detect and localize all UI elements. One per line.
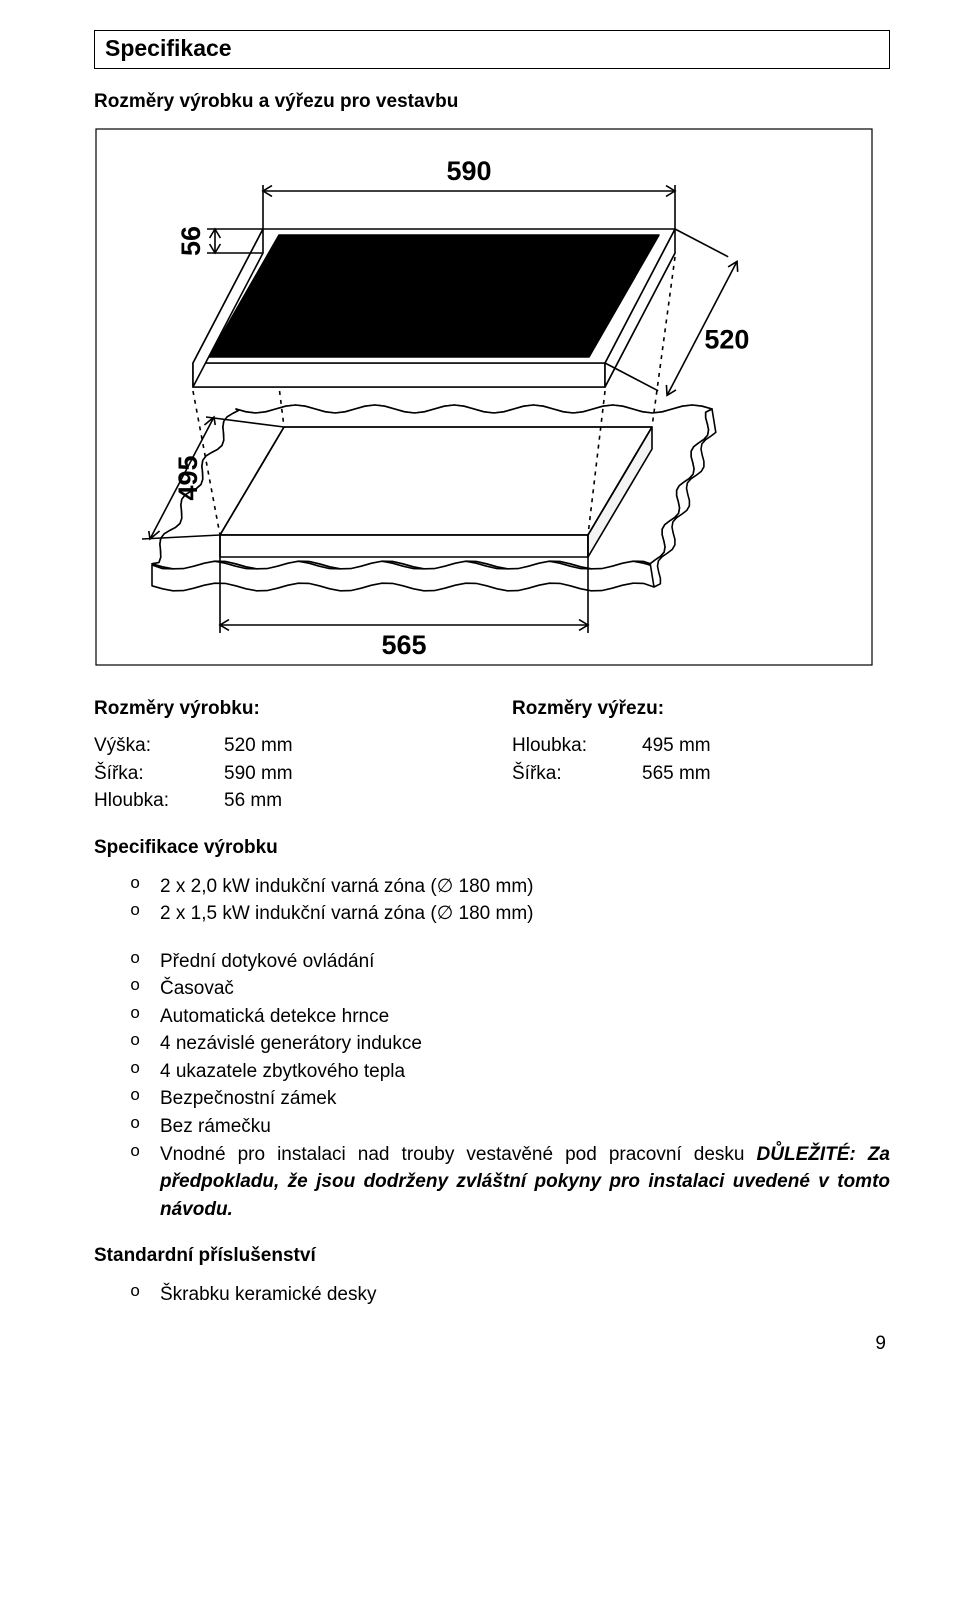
dim-row: Hloubka:56 mm — [94, 787, 472, 815]
dimensions-columns: Rozměry výrobku: Výška:520 mmŠířka:590 m… — [94, 698, 890, 815]
dim-row: Hloubka:495 mm — [512, 732, 890, 760]
dim-label: Výška: — [94, 732, 224, 760]
cutout-dims-header: Rozměry výřezu: — [512, 698, 890, 720]
spec-item: Přední dotykové ovládání — [130, 948, 890, 976]
spec-item: 4 nezávislé generátory indukce — [130, 1030, 890, 1058]
dim-value: 590 mm — [224, 760, 293, 788]
dim-value: 495 mm — [642, 732, 711, 760]
spec-heading: Specifikace výrobku — [94, 837, 890, 859]
dim-value: 56 mm — [224, 787, 282, 815]
page-number: 9 — [94, 1333, 890, 1355]
spec-item: 4 ukazatele zbytkového tepla — [130, 1058, 890, 1086]
accessories-heading: Standardní příslušenství — [94, 1245, 890, 1267]
svg-text:520: 520 — [704, 325, 749, 355]
dim-row: Výška:520 mm — [94, 732, 472, 760]
main-heading-box: Specifikace — [94, 30, 890, 69]
svg-text:565: 565 — [381, 630, 426, 660]
product-dims-header: Rozměry výrobku: — [94, 698, 472, 720]
accessories-list: Škrabku keramické desky — [94, 1281, 890, 1309]
dim-label: Hloubka: — [512, 732, 642, 760]
dim-value: 565 mm — [642, 760, 711, 788]
svg-text:590: 590 — [446, 156, 491, 186]
spec-item: Automatická detekce hrnce — [130, 1003, 890, 1031]
spec-item: Bez rámečku — [130, 1113, 890, 1141]
sub-dimensions-heading: Rozměry výrobku a výřezu pro vestavbu — [94, 91, 890, 113]
svg-text:56: 56 — [176, 226, 206, 256]
spec-item: 2 x 1,5 kW indukční varná zóna (∅ 180 mm… — [130, 900, 890, 928]
dim-value: 520 mm — [224, 732, 293, 760]
main-heading: Specifikace — [105, 35, 879, 62]
svg-text:495: 495 — [173, 455, 203, 500]
dim-label: Šířka: — [512, 760, 642, 788]
spec-list: 2 x 2,0 kW indukční varná zóna (∅ 180 mm… — [94, 873, 890, 1224]
dim-row: Šířka:565 mm — [512, 760, 890, 788]
dim-label: Hloubka: — [94, 787, 224, 815]
dim-row: Šířka:590 mm — [94, 760, 472, 788]
spec-item: 2 x 2,0 kW indukční varná zóna (∅ 180 mm… — [130, 873, 890, 901]
dimensions-diagram: 590 520 56 495 565 — [94, 127, 890, 672]
hob-cutout-diagram: 590 520 56 495 565 — [94, 127, 874, 667]
spec-item-text: Vnodné pro instalaci nad trouby vestavěn… — [160, 1144, 757, 1165]
spec-item: Bezpečnostní zámek — [130, 1085, 890, 1113]
cutout-dims-col: Rozměry výřezu: Hloubka:495 mmŠířka:565 … — [512, 698, 890, 815]
spec-item: Vnodné pro instalaci nad trouby vestavěn… — [130, 1141, 890, 1224]
product-dims-col: Rozměry výrobku: Výška:520 mmŠířka:590 m… — [94, 698, 472, 815]
spec-item: Časovač — [130, 975, 890, 1003]
accessory-item: Škrabku keramické desky — [130, 1281, 890, 1309]
dim-label: Šířka: — [94, 760, 224, 788]
